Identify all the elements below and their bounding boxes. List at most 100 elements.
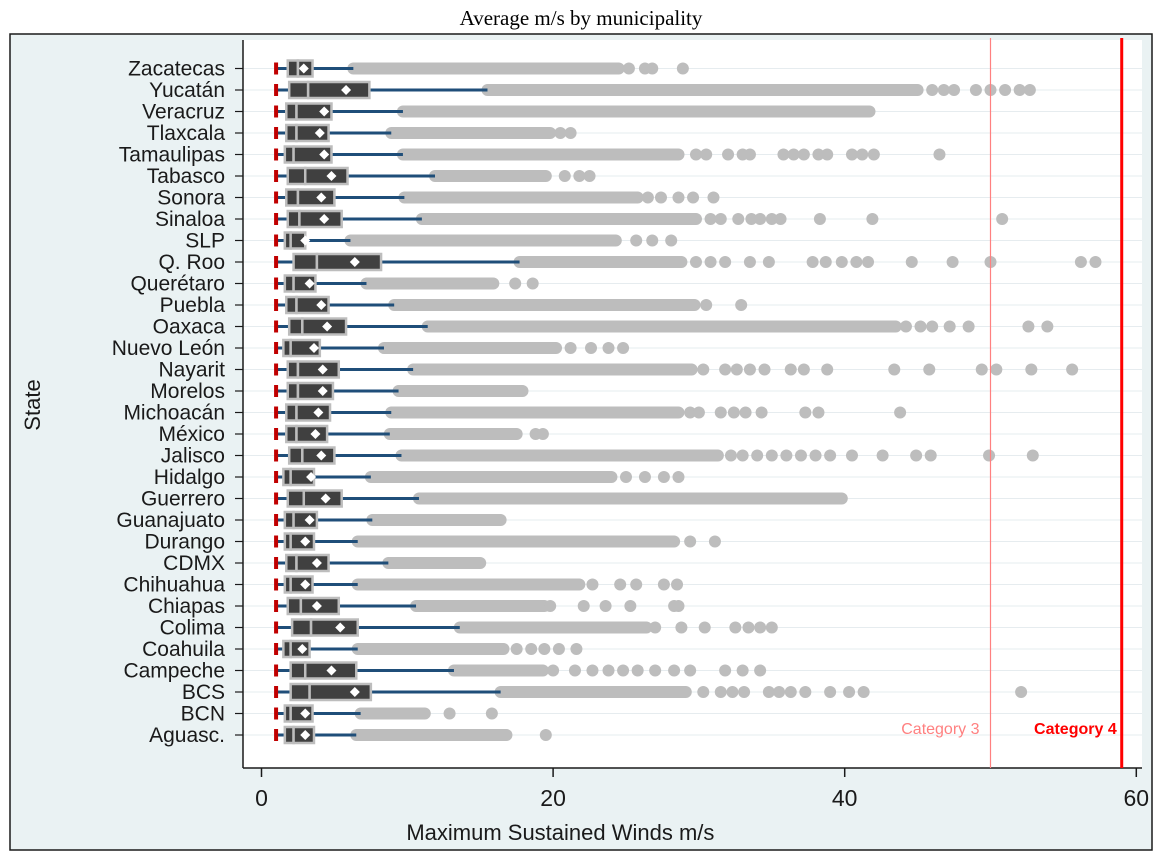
outlier-point (714, 686, 727, 698)
outlier-point (536, 428, 549, 440)
outlier-point (806, 256, 819, 268)
mean-marker (314, 128, 325, 138)
box-tlaxcala (274, 123, 577, 143)
box-upper-half (292, 145, 333, 164)
outlier-point (773, 686, 786, 698)
box-lower-half (286, 489, 306, 508)
outlier-point (676, 62, 689, 75)
outlier-point (714, 213, 727, 225)
box-colima (274, 618, 778, 637)
box-upper-half (315, 252, 383, 272)
outlier-point (743, 363, 756, 376)
mean-marker (298, 63, 309, 74)
box-upper-half (289, 338, 322, 358)
outlier-point (657, 578, 670, 591)
outlier-point (1013, 84, 1026, 96)
outlier-point (599, 600, 612, 612)
box-lower-half (286, 166, 307, 186)
outlier-point (739, 406, 752, 419)
outlier-point (856, 148, 869, 161)
box-morelos (274, 381, 529, 401)
outlier-point (719, 664, 732, 677)
outlier-point (646, 62, 659, 75)
box-lower-half (286, 596, 303, 616)
outlier-point (707, 191, 720, 204)
box-upper-half (308, 682, 373, 702)
outlier-point (704, 256, 717, 268)
min-marker (274, 363, 279, 376)
category-label-puebla: Puebla (160, 294, 226, 317)
reference-label-category-3: Category 3 (901, 721, 979, 738)
outlier-point (654, 191, 667, 204)
outlier-point (845, 148, 858, 161)
outlier-point (736, 449, 749, 462)
category-label-guanajuato: Guanajuato (116, 509, 225, 532)
box-hidalgo (274, 467, 685, 487)
mean-marker (319, 149, 330, 160)
outlier-point (821, 363, 834, 376)
min-marker (274, 406, 279, 419)
min-marker (274, 600, 279, 612)
box-lower-half (287, 317, 304, 336)
outlier-point (797, 148, 810, 161)
outlier-point (745, 213, 758, 225)
outlier-point (689, 148, 702, 161)
outlier-point (1025, 363, 1038, 376)
box-mexico (274, 424, 549, 444)
chart-title: Average m/s by municipality (459, 6, 703, 30)
mean-marker (349, 257, 360, 267)
category-label-hidalgo: Hidalgo (154, 466, 225, 489)
outlier-point (845, 449, 858, 462)
box-lower-half (286, 360, 300, 379)
outlier-point (1089, 256, 1102, 268)
box-lower-half (287, 446, 304, 465)
outlier-point (641, 191, 654, 204)
min-marker (274, 148, 279, 161)
outlier-point (738, 686, 751, 698)
box-oaxaca (274, 317, 1054, 336)
outlier-point (564, 342, 577, 354)
outlier-point (894, 406, 907, 419)
box-lower-half (292, 252, 319, 272)
outlier-point (570, 643, 583, 655)
category-label-coahuila: Coahuila (142, 638, 225, 661)
outlier-point (510, 643, 523, 655)
outlier-point (774, 213, 787, 225)
outlier-point (727, 406, 740, 419)
min-marker (274, 213, 279, 225)
category-label-campeche: Campeche (123, 660, 225, 683)
category-label-nayarit: Nayarit (158, 359, 225, 382)
box-lower-half (287, 80, 310, 100)
box-michoacan (274, 403, 907, 422)
mean-marker (319, 214, 330, 224)
mean-marker (316, 300, 327, 310)
box-upper-half (295, 403, 332, 422)
mean-marker (316, 192, 327, 203)
box-lower-half (283, 274, 295, 293)
outlier-point (809, 449, 822, 462)
min-marker (274, 643, 279, 655)
box-lower-half (286, 209, 301, 229)
outlier-point (1015, 686, 1028, 698)
box-lower-half (289, 661, 307, 680)
box-puebla (274, 295, 748, 315)
outlier-point (867, 148, 880, 161)
outlier-point (732, 213, 745, 225)
box-lower-half (283, 510, 295, 530)
outlier-point (762, 256, 775, 268)
outlier-point (835, 256, 848, 268)
box-guerrero (274, 489, 848, 508)
min-marker (274, 127, 279, 139)
box-upper-half (296, 188, 336, 207)
min-marker (274, 492, 279, 505)
boxes-group (274, 59, 1102, 745)
outlier-point (850, 256, 863, 268)
outlier-point (708, 535, 721, 548)
outlier-point (525, 643, 538, 655)
category-label-chihuahua: Chihuahua (123, 574, 225, 597)
x-axis-title: Maximum Sustained Winds m/s (406, 820, 714, 845)
category-label-sonora: Sonora (157, 187, 225, 210)
outlier-point (675, 621, 688, 634)
outlier-point (620, 471, 632, 483)
x-tick-label: 40 (832, 785, 858, 811)
